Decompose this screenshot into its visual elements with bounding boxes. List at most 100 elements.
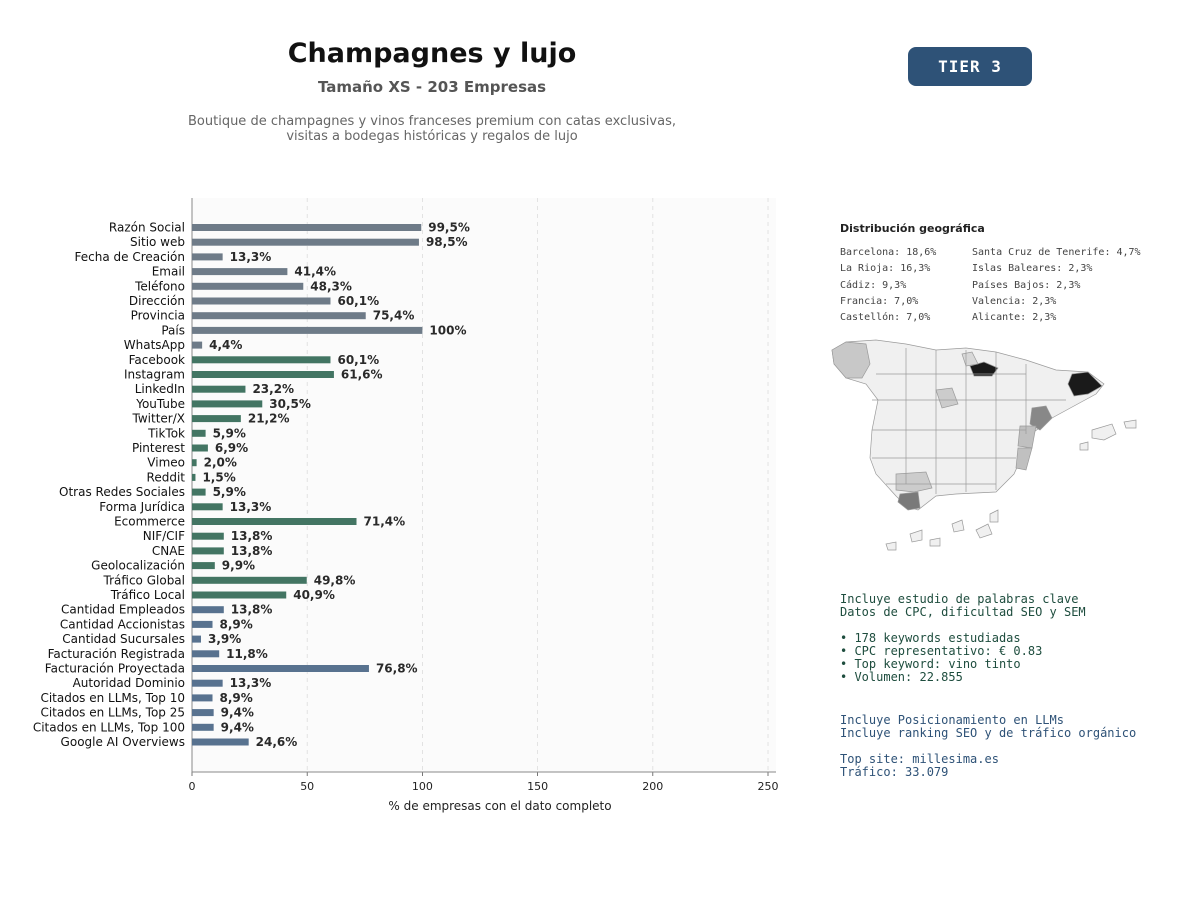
geo-item: La Rioja: 16,3% — [840, 263, 931, 274]
value-label: 9,4% — [221, 706, 254, 720]
bar — [192, 356, 331, 364]
category-label: Cantidad Empleados — [61, 603, 185, 617]
bar — [192, 576, 307, 584]
bar — [192, 312, 366, 320]
page-description: Boutique de champagnes y vinos franceses… — [132, 114, 732, 144]
value-label: 41,4% — [294, 265, 336, 279]
x-tick-label: 250 — [758, 780, 779, 793]
bar — [192, 738, 249, 746]
category-label: Cantidad Accionistas — [60, 617, 185, 631]
category-label: Forma Jurídica — [99, 500, 185, 514]
value-label: 76,8% — [376, 662, 418, 676]
madrid-region — [935, 387, 959, 409]
sevilla-region — [895, 471, 933, 493]
geo-item: Islas Baleares: 2,3% — [972, 263, 1093, 274]
category-label: Tráfico Global — [103, 573, 185, 587]
bar — [192, 371, 334, 378]
geo-item: Francia: 7,0% — [840, 296, 919, 307]
bar — [192, 488, 206, 496]
value-label: 5,9% — [213, 426, 246, 440]
description-line-1: Boutique de champagnes y vinos franceses… — [188, 114, 676, 129]
category-label: Otras Redes Sociales — [59, 485, 185, 499]
seo-line-1: Incluye estudio de palabras clave — [840, 592, 1079, 606]
bar — [192, 459, 197, 467]
category-label: Dirección — [129, 294, 185, 308]
page-title: Champagnes y lujo — [287, 38, 577, 69]
province-grid-lines — [872, 348, 1066, 494]
bar — [192, 532, 224, 540]
seo-line-2: Datos de CPC, dificultad SEO y SEM — [840, 605, 1086, 619]
geo-item: Castellón: 7,0% — [840, 312, 931, 323]
top-site-traffic: Tráfico: 33.079 — [840, 765, 949, 779]
value-label: 8,9% — [220, 691, 253, 705]
bar — [192, 297, 331, 305]
value-label: 13,8% — [231, 603, 273, 617]
bar — [192, 473, 196, 481]
category-label: WhatsApp — [124, 338, 185, 352]
geo-item: Valencia: 2,3% — [972, 296, 1057, 307]
valencia-region — [1017, 425, 1037, 449]
category-label: Cantidad Sucursales — [62, 632, 185, 646]
bar — [192, 518, 357, 525]
value-label: 98,5% — [426, 235, 468, 249]
cadiz-region — [897, 491, 921, 511]
category-label: Instagram — [124, 368, 185, 382]
category-label: Email — [152, 265, 185, 279]
value-label: 9,4% — [221, 720, 254, 734]
category-label: Facebook — [129, 353, 185, 367]
bar — [192, 620, 213, 628]
value-label: 11,8% — [226, 647, 268, 661]
bar — [192, 224, 422, 231]
category-label: Facturación Registrada — [48, 647, 185, 661]
value-label: 49,8% — [314, 573, 356, 587]
value-label: 75,4% — [373, 309, 415, 323]
bar — [192, 635, 201, 643]
value-label: 13,3% — [230, 250, 272, 264]
seo-bullet: • Top keyword: vino tinto — [840, 657, 1021, 671]
bar — [192, 341, 203, 349]
value-label: 48,3% — [310, 279, 352, 293]
bar — [192, 562, 215, 570]
category-label: Vimeo — [147, 456, 185, 470]
category-label: Geolocalización — [91, 559, 185, 573]
value-label: 24,6% — [256, 735, 298, 749]
castellon-region — [1029, 405, 1053, 431]
category-label: Provincia — [131, 309, 185, 323]
geo-title: Distribución geográfica — [840, 222, 985, 235]
top-site-block: Top site: millesima.es Tráfico: 33.079 — [840, 753, 999, 779]
bar — [192, 326, 423, 334]
bar — [192, 444, 208, 452]
llm-info-block: Incluye Posicionamiento en LLMs Incluye r… — [840, 714, 1136, 740]
category-label: Autoridad Dominio — [73, 676, 185, 690]
x-tick-label: 0 — [189, 780, 196, 793]
barcelona-region — [1067, 371, 1103, 397]
value-label: 9,9% — [222, 559, 255, 573]
seo-bullets: • 178 keywords estudiadas • CPC represent… — [840, 632, 1042, 684]
llm-line-2: Incluye ranking SEO y de tráfico orgánic… — [840, 726, 1137, 740]
bar — [192, 385, 246, 393]
bar — [192, 282, 304, 290]
seo-bullet: • 178 keywords estudiadas — [840, 631, 1021, 645]
value-label: 8,9% — [220, 617, 253, 631]
value-label: 60,1% — [337, 294, 379, 308]
bar — [192, 650, 220, 658]
seo-bullet: • Volumen: 22.855 — [840, 670, 963, 684]
galicia-region — [831, 341, 871, 379]
seo-info-block: Incluye estudio de palabras clave Datos d… — [840, 593, 1086, 619]
bar — [192, 503, 223, 511]
bar — [192, 429, 206, 437]
alicante-region — [1015, 447, 1033, 471]
value-label: 13,3% — [230, 500, 272, 514]
category-label: NIF/CIF — [143, 529, 185, 543]
category-label: País — [161, 323, 185, 337]
bar — [192, 547, 224, 555]
llm-line-1: Incluye Posicionamiento en LLMs — [840, 713, 1064, 727]
value-label: 99,5% — [428, 221, 470, 235]
map-provinces — [831, 339, 1137, 551]
value-label: 13,8% — [231, 529, 273, 543]
x-tick-label: 50 — [300, 780, 314, 793]
category-label: Google AI Overviews — [61, 735, 185, 749]
bar — [192, 400, 263, 408]
completeness-bar-chart: 0 50 100 150 200 250 % de empresas con el dato… — [33, 198, 779, 813]
value-label: 4,4% — [209, 338, 242, 352]
